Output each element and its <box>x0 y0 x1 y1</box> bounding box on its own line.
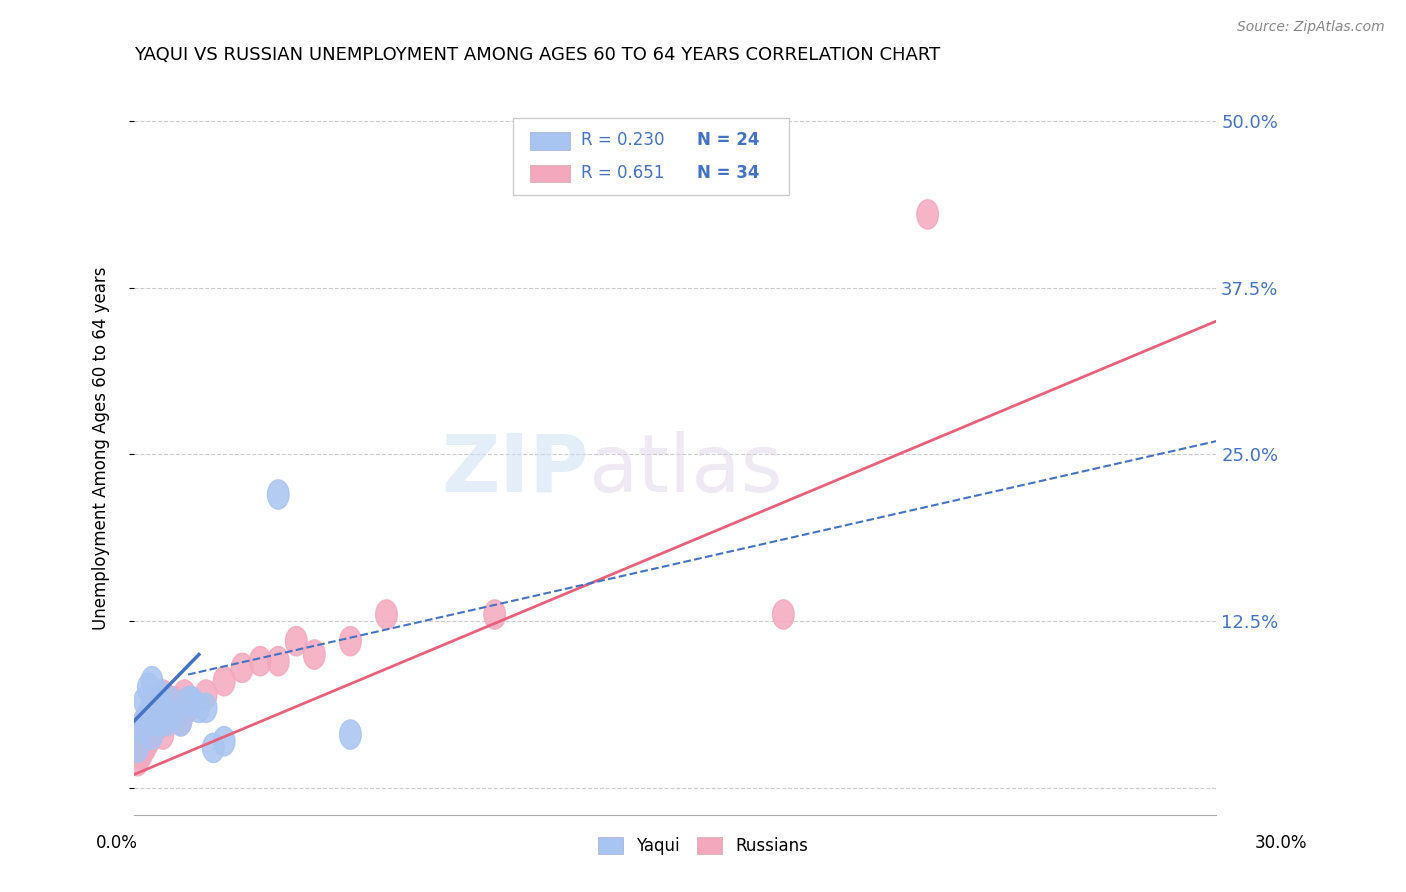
Y-axis label: Unemployment Among Ages 60 to 64 years: Unemployment Among Ages 60 to 64 years <box>93 266 110 630</box>
FancyBboxPatch shape <box>530 165 569 182</box>
Text: 30.0%: 30.0% <box>1256 834 1308 852</box>
Text: ZIP: ZIP <box>441 431 589 508</box>
Text: N = 24: N = 24 <box>697 131 759 150</box>
Text: Source: ZipAtlas.com: Source: ZipAtlas.com <box>1237 20 1385 34</box>
Text: R = 0.230: R = 0.230 <box>581 131 665 150</box>
Text: N = 34: N = 34 <box>697 164 759 182</box>
Text: YAQUI VS RUSSIAN UNEMPLOYMENT AMONG AGES 60 TO 64 YEARS CORRELATION CHART: YAQUI VS RUSSIAN UNEMPLOYMENT AMONG AGES… <box>134 46 941 64</box>
FancyBboxPatch shape <box>513 118 789 194</box>
Text: R = 0.651: R = 0.651 <box>581 164 664 182</box>
Text: 0.0%: 0.0% <box>96 834 138 852</box>
Text: atlas: atlas <box>589 431 783 508</box>
FancyBboxPatch shape <box>530 132 569 150</box>
Legend: Yaqui, Russians: Yaqui, Russians <box>592 830 814 862</box>
